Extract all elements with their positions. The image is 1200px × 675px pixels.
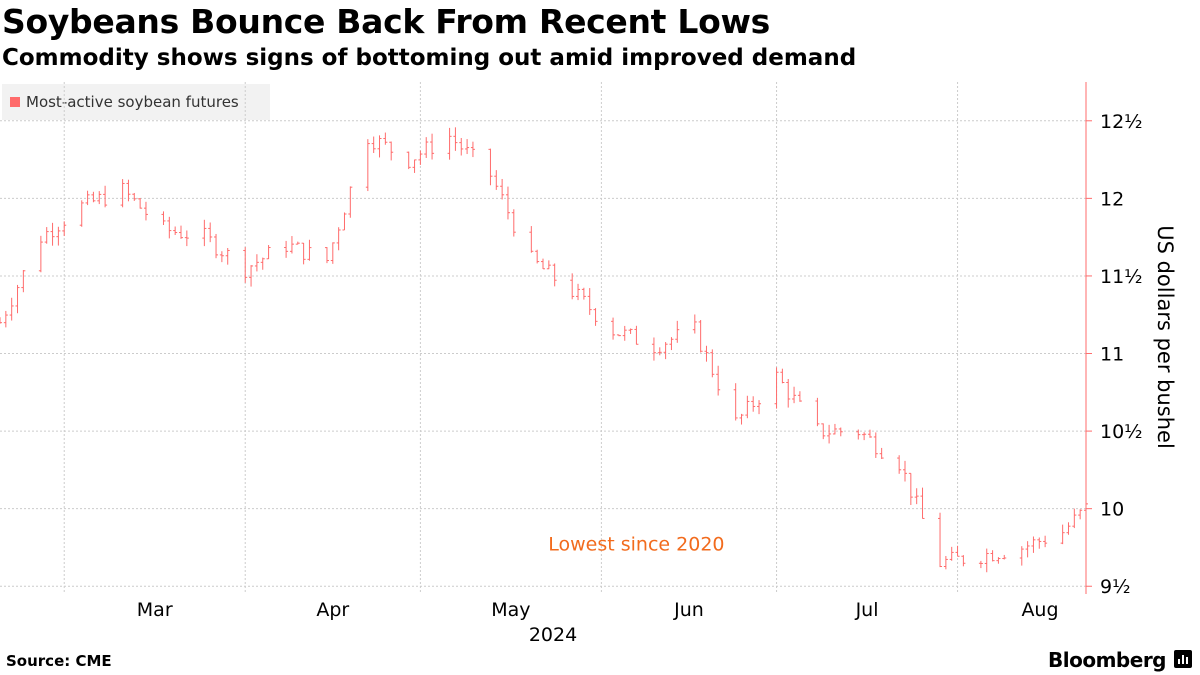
series-layer [0, 127, 1088, 573]
x-tick-label: Aug [1021, 599, 1058, 621]
y-tick-label: 10½ [1100, 421, 1143, 443]
chart-legend: Most-active soybean futures [2, 84, 270, 120]
y-tick-label: 11 [1100, 344, 1124, 366]
legend-swatch [10, 97, 20, 107]
y-tick-label: 12 [1100, 188, 1124, 210]
chart-subtitle: Commodity shows signs of bottoming out a… [2, 45, 857, 71]
legend-label: Most-active soybean futures [26, 93, 239, 111]
x-tick-label: Mar [137, 599, 173, 621]
x-tick-label: Jul [855, 599, 879, 621]
y-axis-label: US dollars per bushel [1153, 225, 1177, 449]
grid-layer [0, 82, 1086, 594]
bloomberg-terminal-icon [1174, 650, 1192, 668]
y-tick-label: 12½ [1100, 111, 1143, 133]
source-note: Source: CME [6, 652, 112, 670]
y-tick-label: 10 [1100, 499, 1124, 521]
x-tick-label: Jun [673, 599, 704, 621]
chart-annotation: Lowest since 2020 [548, 533, 724, 555]
x-axis-label: 2024 [529, 624, 577, 646]
y-tick-label: 9½ [1100, 576, 1131, 598]
axis-layer: 9½ 10 10½ 11 11½ 12 12½ Mar Apr May Jun Jul Aug 2024 L… [137, 82, 1143, 646]
x-tick-label: Apr [316, 599, 349, 621]
y-tick-label: 11½ [1100, 266, 1143, 288]
bloomberg-logo: Bloomberg [1048, 648, 1166, 672]
chart-title: Soybeans Bounce Back From Recent Lows [2, 2, 770, 41]
x-tick-label: May [491, 599, 530, 621]
